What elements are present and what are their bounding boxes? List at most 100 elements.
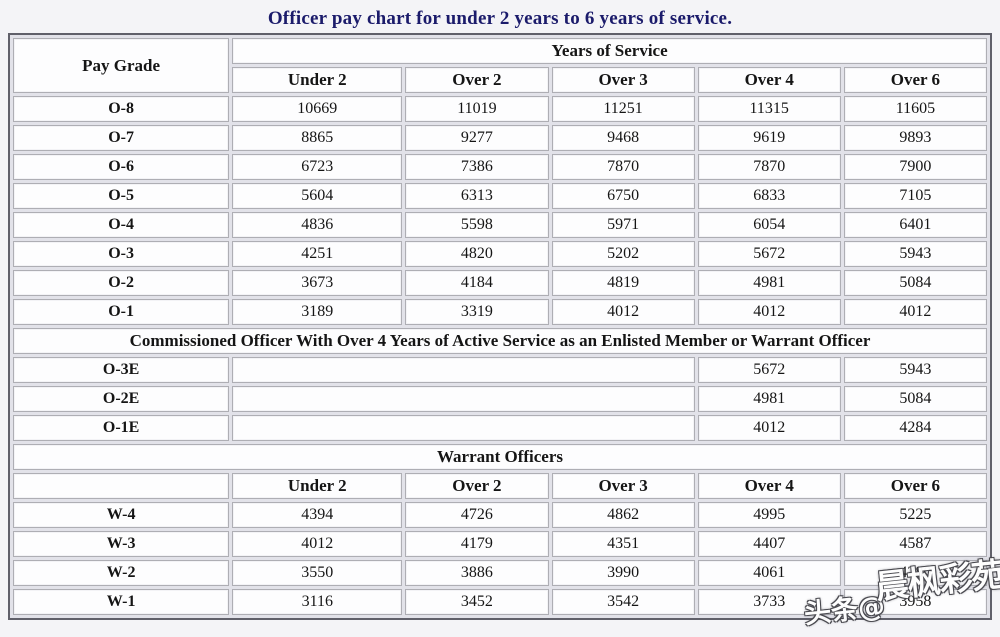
table-row: O-1E 4012 4284 — [13, 415, 987, 441]
pay-cell: 5225 — [843, 502, 987, 528]
pay-cell: 9619 — [697, 125, 841, 151]
col-header-over-6: Over 6 — [843, 67, 987, 93]
pay-cell: 6313 — [405, 183, 549, 209]
pay-cell: 5943 — [843, 357, 987, 383]
pay-cell: 6401 — [843, 212, 987, 238]
pay-cell: 4012 — [232, 531, 403, 557]
pay-cell: 4981 — [697, 386, 841, 412]
officer-pay-table: Pay Grade Years of Service Under 2 Over … — [8, 33, 992, 620]
pay-cell: 5672 — [697, 357, 841, 383]
pay-cell: 4862 — [551, 502, 695, 528]
pay-cell: 11315 — [697, 96, 841, 122]
grade-cell: O-3E — [13, 357, 230, 383]
pay-cell: 4012 — [843, 299, 987, 325]
table-row: O-8 10669 11019 11251 11315 11605 — [13, 96, 987, 122]
col-header-over-4: Over 4 — [697, 473, 841, 499]
section-row-commissioned: Commissioned Officer With Over 4 Years o… — [13, 328, 987, 354]
pay-cell: 5672 — [697, 241, 841, 267]
pay-cell: 3550 — [232, 560, 403, 586]
pay-cell: 5971 — [551, 212, 695, 238]
col-header-under-2: Under 2 — [232, 473, 403, 499]
pay-cell: 7870 — [697, 154, 841, 180]
col-header-over-4: Over 4 — [697, 67, 841, 93]
grade-cell: O-6 — [13, 154, 230, 180]
pay-cell: 4981 — [697, 270, 841, 296]
pay-cell: 4587 — [843, 531, 987, 557]
table-row: O-7 8865 9277 9468 9619 9893 — [13, 125, 987, 151]
grade-cell: O-1E — [13, 415, 230, 441]
pay-cell: 4351 — [551, 531, 695, 557]
pay-cell: 11019 — [405, 96, 549, 122]
pay-cell: 4820 — [405, 241, 549, 267]
pay-cell: 3990 — [551, 560, 695, 586]
pay-cell: 4407 — [697, 531, 841, 557]
pay-cell: 4012 — [697, 415, 841, 441]
grade-cell: O-4 — [13, 212, 230, 238]
years-of-service-header: Years of Service — [232, 38, 987, 64]
pay-cell: 4061 — [697, 560, 841, 586]
header-row-1: Pay Grade Years of Service — [13, 38, 987, 93]
pay-cell: 5604 — [232, 183, 403, 209]
empty-cell — [13, 473, 230, 499]
pay-cell: 4836 — [232, 212, 403, 238]
grade-cell: O-2E — [13, 386, 230, 412]
pay-cell: 3542 — [551, 589, 695, 615]
section-title-warrant: Warrant Officers — [13, 444, 987, 470]
pay-cell: 3189 — [232, 299, 403, 325]
pay-cell: 4012 — [551, 299, 695, 325]
col-header-over-6: Over 6 — [843, 473, 987, 499]
pay-cell: 8865 — [232, 125, 403, 151]
pay-cell: 3958 — [843, 589, 987, 615]
pay-cell: 6054 — [697, 212, 841, 238]
pay-cell: 9893 — [843, 125, 987, 151]
pay-cell: 9277 — [405, 125, 549, 151]
pay-cell: 6833 — [697, 183, 841, 209]
empty-cell — [232, 386, 695, 412]
header-row-2: Under 2 Over 2 Over 3 Over 4 Over 6 — [13, 67, 987, 93]
pay-cell: 3886 — [405, 560, 549, 586]
pay-cell: 5598 — [405, 212, 549, 238]
grade-cell: O-2 — [13, 270, 230, 296]
grade-cell: O-8 — [13, 96, 230, 122]
pay-cell: 4184 — [405, 270, 549, 296]
pay-cell: 4726 — [405, 502, 549, 528]
grade-cell: W-1 — [13, 589, 230, 615]
table-row: O-2E 4981 5084 — [13, 386, 987, 412]
page-title: Officer pay chart for under 2 years to 6… — [267, 8, 733, 29]
grade-cell: W-3 — [13, 531, 230, 557]
col-header-over-2: Over 2 — [405, 67, 549, 93]
pay-cell: 3673 — [232, 270, 403, 296]
grade-cell: O-5 — [13, 183, 230, 209]
col-header-over-3: Over 3 — [551, 67, 695, 93]
table-row: O-1 3189 3319 4012 4012 4012 — [13, 299, 987, 325]
col-header-over-3: Over 3 — [551, 473, 695, 499]
section-row-warrant: Warrant Officers — [13, 444, 987, 470]
pay-cell: 5202 — [551, 241, 695, 267]
empty-cell — [232, 357, 695, 383]
pay-cell: 5084 — [843, 386, 987, 412]
pay-cell: 4251 — [232, 241, 403, 267]
grade-cell: W-4 — [13, 502, 230, 528]
table-row: W-2 3550 3886 3990 4061 4280 — [13, 560, 987, 586]
table-row: O-2 3673 4184 4819 4981 5084 — [13, 270, 987, 296]
pay-cell: 3733 — [697, 589, 841, 615]
table-row: W-4 4394 4726 4862 4995 5225 — [13, 502, 987, 528]
table-row: O-3E 5672 5943 — [13, 357, 987, 383]
table-row: O-6 6723 7386 7870 7870 7900 — [13, 154, 987, 180]
pay-cell: 7386 — [405, 154, 549, 180]
pay-grade-header: Pay Grade — [13, 38, 230, 93]
pay-cell: 7105 — [843, 183, 987, 209]
pay-cell: 5084 — [843, 270, 987, 296]
empty-cell — [232, 415, 695, 441]
pay-cell: 7900 — [843, 154, 987, 180]
table-row: O-3 4251 4820 5202 5672 5943 — [13, 241, 987, 267]
warrant-header-row: Under 2 Over 2 Over 3 Over 4 Over 6 — [13, 473, 987, 499]
pay-cell: 10669 — [232, 96, 403, 122]
pay-cell: 4012 — [697, 299, 841, 325]
table-row: O-4 4836 5598 5971 6054 6401 — [13, 212, 987, 238]
pay-cell: 3319 — [405, 299, 549, 325]
grade-cell: O-7 — [13, 125, 230, 151]
table-row: W-3 4012 4179 4351 4407 4587 — [13, 531, 987, 557]
pay-cell: 4284 — [843, 415, 987, 441]
pay-cell: 11251 — [551, 96, 695, 122]
